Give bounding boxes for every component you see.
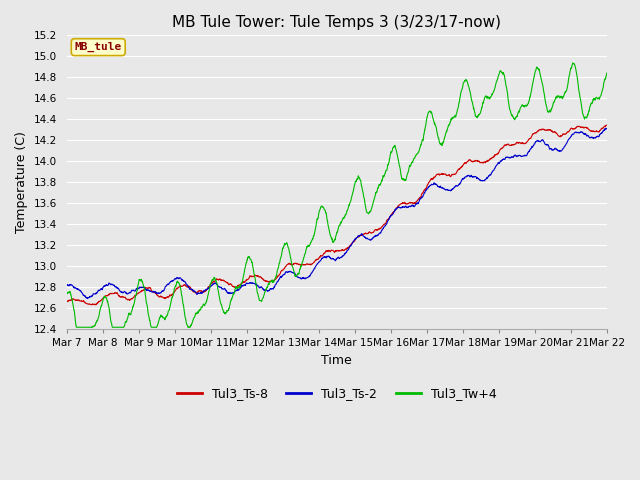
Tul3_Tw+4 (603, 70, 611, 76)
Tul3_Ts-8 (214, 276, 221, 282)
Tul3_Ts-8 (92, 302, 100, 308)
Tul3_Ts-2 (494, 161, 502, 167)
Tul3_Tw+4 (353, 178, 360, 183)
Tul3_Tw+4 (494, 75, 502, 81)
Title: MB Tule Tower: Tule Temps 3 (3/23/17-now): MB Tule Tower: Tule Temps 3 (3/23/17-now… (172, 15, 501, 30)
Tul3_Ts-2 (556, 148, 563, 154)
X-axis label: Time: Time (321, 354, 352, 367)
Tul3_Ts-2 (353, 235, 360, 240)
Line: Tul3_Ts-2: Tul3_Ts-2 (67, 128, 607, 299)
Y-axis label: Temperature (C): Temperature (C) (15, 132, 28, 233)
Tul3_Ts-2 (570, 130, 578, 136)
Tul3_Tw+4 (214, 283, 221, 289)
Line: Tul3_Ts-8: Tul3_Ts-8 (67, 125, 607, 305)
Tul3_Ts-8 (364, 230, 372, 236)
Line: Tul3_Tw+4: Tul3_Tw+4 (67, 63, 607, 327)
Tul3_Ts-8 (556, 133, 563, 139)
Tul3_Tw+4 (569, 60, 577, 66)
Tul3_Ts-2 (84, 296, 92, 301)
Tul3_Ts-8 (570, 126, 578, 132)
Text: MB_tule: MB_tule (75, 42, 122, 52)
Tul3_Ts-2 (214, 282, 221, 288)
Tul3_Tw+4 (556, 95, 563, 100)
Tul3_Tw+4 (63, 291, 70, 297)
Tul3_Ts-2 (603, 125, 611, 131)
Tul3_Tw+4 (364, 211, 372, 216)
Legend: Tul3_Ts-8, Tul3_Ts-2, Tul3_Tw+4: Tul3_Ts-8, Tul3_Ts-2, Tul3_Tw+4 (172, 383, 502, 406)
Tul3_Ts-8 (353, 235, 360, 241)
Tul3_Ts-8 (603, 122, 611, 128)
Tul3_Ts-8 (494, 151, 502, 156)
Tul3_Tw+4 (571, 61, 579, 67)
Tul3_Tw+4 (73, 324, 81, 330)
Tul3_Ts-2 (364, 236, 372, 242)
Tul3_Ts-8 (63, 299, 70, 304)
Tul3_Ts-8 (602, 122, 610, 128)
Tul3_Ts-2 (63, 282, 70, 288)
